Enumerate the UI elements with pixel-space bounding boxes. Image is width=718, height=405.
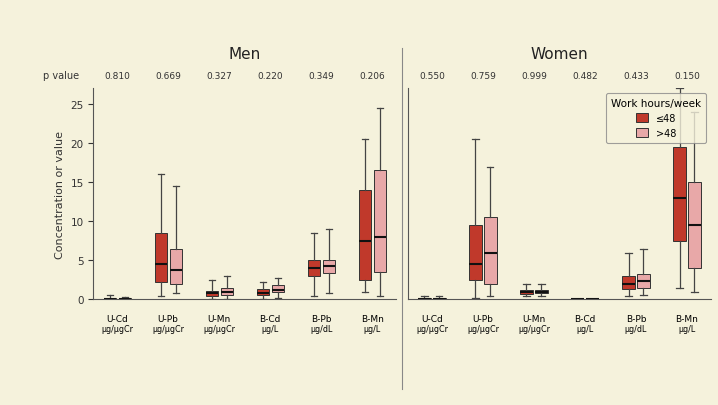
Text: U-Pb: U-Pb (472, 314, 493, 323)
PathPatch shape (271, 286, 284, 293)
Text: U-Pb: U-Pb (158, 314, 179, 323)
Text: U-Mn: U-Mn (522, 314, 546, 323)
PathPatch shape (419, 298, 431, 299)
Text: μg/μgCr: μg/μgCr (101, 325, 133, 334)
Text: 0.810: 0.810 (104, 72, 130, 81)
PathPatch shape (689, 183, 701, 269)
Text: B-Pb: B-Pb (626, 314, 646, 323)
PathPatch shape (205, 292, 218, 296)
Text: B-Cd: B-Cd (259, 314, 281, 323)
Text: μg/dL: μg/dL (625, 325, 647, 334)
Text: 0.482: 0.482 (572, 72, 598, 81)
PathPatch shape (521, 290, 533, 294)
Text: 0.550: 0.550 (419, 72, 445, 81)
PathPatch shape (470, 226, 482, 280)
PathPatch shape (373, 171, 386, 273)
Text: 0.433: 0.433 (623, 72, 649, 81)
Y-axis label: Concentration or value: Concentration or value (55, 130, 65, 258)
PathPatch shape (638, 274, 650, 288)
Text: 0.999: 0.999 (521, 72, 547, 81)
PathPatch shape (572, 299, 584, 300)
Text: 0.669: 0.669 (155, 72, 181, 81)
Text: μg/μgCr: μg/μgCr (152, 325, 184, 334)
PathPatch shape (154, 233, 167, 283)
Text: μg/L: μg/L (363, 325, 381, 334)
Text: B-Mn: B-Mn (360, 314, 383, 323)
Text: μg/L: μg/L (577, 325, 594, 334)
PathPatch shape (322, 261, 335, 273)
Text: B-Cd: B-Cd (574, 314, 596, 323)
Text: μg/μgCr: μg/μgCr (518, 325, 550, 334)
Text: B-Mn: B-Mn (676, 314, 699, 323)
PathPatch shape (673, 147, 686, 241)
Text: 0.150: 0.150 (674, 72, 700, 81)
Text: μg/L: μg/L (261, 325, 279, 334)
PathPatch shape (358, 190, 371, 280)
Text: 0.220: 0.220 (257, 72, 283, 81)
PathPatch shape (256, 290, 269, 295)
Text: μg/μgCr: μg/μgCr (203, 325, 236, 334)
PathPatch shape (485, 218, 497, 284)
PathPatch shape (220, 289, 233, 295)
Title: Women: Women (531, 47, 588, 62)
Text: U-Mn: U-Mn (208, 314, 230, 323)
Text: μg/dL: μg/dL (310, 325, 332, 334)
Legend: ≤48, >48: ≤48, >48 (606, 94, 706, 143)
Text: μg/μgCr: μg/μgCr (467, 325, 499, 334)
Text: U-Cd: U-Cd (421, 314, 443, 323)
PathPatch shape (587, 299, 599, 300)
Text: 0.349: 0.349 (308, 72, 334, 81)
Text: 0.759: 0.759 (470, 72, 496, 81)
PathPatch shape (118, 298, 131, 299)
Text: μg/L: μg/L (679, 325, 696, 334)
PathPatch shape (169, 249, 182, 284)
Text: U-Cd: U-Cd (106, 314, 128, 323)
PathPatch shape (307, 261, 320, 276)
PathPatch shape (623, 276, 635, 290)
Text: 0.206: 0.206 (359, 72, 385, 81)
Text: p value: p value (43, 71, 80, 81)
Text: μg/μgCr: μg/μgCr (416, 325, 448, 334)
PathPatch shape (433, 298, 446, 299)
Title: Men: Men (228, 47, 261, 62)
Text: B-Pb: B-Pb (311, 314, 332, 323)
PathPatch shape (103, 298, 116, 299)
PathPatch shape (536, 290, 548, 294)
Text: 0.327: 0.327 (206, 72, 232, 81)
